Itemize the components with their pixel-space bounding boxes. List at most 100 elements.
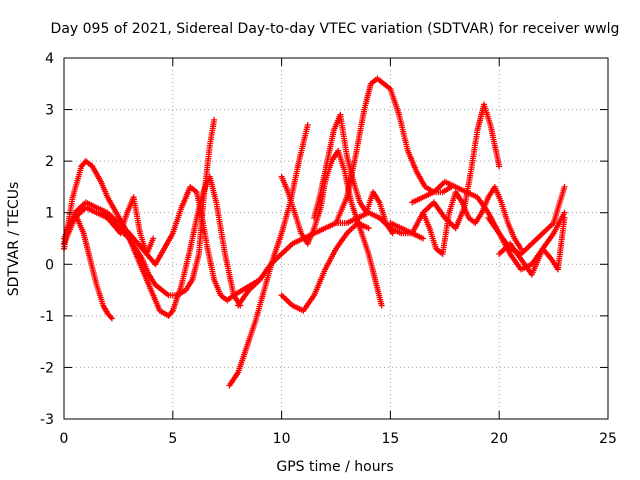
y-tick-label: 1 [45,206,54,222]
data-point-marker [82,199,98,210]
data-point-marker [550,185,567,226]
data-point-marker [496,163,503,170]
data-point-marker [404,147,419,173]
data-point-marker [152,281,164,292]
data-point-marker [100,209,114,225]
data-point-marker [285,189,297,214]
data-series-layer [61,75,568,389]
y-tick-label: 4 [45,51,54,67]
data-point-marker [126,235,138,251]
data-point-marker [350,178,363,204]
data-point-marker [398,225,414,236]
data-point-marker [467,129,481,175]
data-point-marker [269,232,284,263]
data-point-marker [380,80,392,91]
data-point-marker [198,209,211,250]
data-point-marker [485,214,501,235]
data-point-marker [322,247,338,273]
data-point-marker [189,253,202,283]
y-tick-label: 3 [45,103,54,119]
data-point-marker [356,225,371,255]
data-point-marker [337,111,350,157]
data-point-marker [539,221,555,237]
data-point-marker [452,189,465,204]
data-point-marker [433,245,444,256]
data-point-marker [481,101,493,126]
data-point-marker [98,178,110,199]
data-point-marker [511,235,523,251]
data-point-marker [69,165,84,201]
series-track-9 [278,220,372,314]
data-point-marker [300,293,316,314]
series-track-10 [311,111,396,237]
data-point-marker [206,173,219,204]
data-point-marker [193,189,204,214]
data-point-marker [178,185,193,211]
y-tick-label: -2 [40,360,54,376]
data-point-marker [387,220,403,231]
data-point-marker [372,276,385,307]
y-tick-label: -1 [40,309,54,325]
tick-labels: 0 5 10 15 20 25 -3 -2 -1 0 1 2 3 4 [40,51,617,447]
data-point-marker [174,288,188,299]
data-point-marker [117,211,130,237]
x-tick-label: 25 [599,431,617,447]
data-point-marker [439,211,452,257]
data-point-marker [204,245,217,281]
data-point-marker [169,206,184,237]
data-point-marker [71,206,88,221]
data-point-marker [439,185,453,196]
data-point-marker [217,292,229,303]
series-track-5 [100,194,157,257]
series-track-16 [496,209,568,278]
data-point-marker [82,158,94,168]
series-track-7 [235,209,426,309]
data-point-marker [374,75,386,86]
data-point-marker [82,204,98,215]
data-point-marker [278,201,293,237]
data-point-marker [148,287,162,312]
data-point-marker [132,245,145,261]
data-point-marker [420,209,432,230]
data-point-marker [222,251,237,297]
data-point-marker [430,199,447,220]
data-point-marker [387,85,402,116]
series-track-12 [387,101,503,237]
data-point-marker [104,310,114,321]
data-point-marker [367,76,379,87]
data-point-marker [235,345,250,376]
data-point-marker [396,111,411,152]
data-point-marker [343,221,360,237]
data-point-marker [333,196,349,226]
data-point-marker [352,108,367,159]
data-point-marker [561,209,568,216]
data-point-marker [311,206,324,232]
data-point-marker [296,124,311,165]
data-point-marker [278,173,291,194]
data-point-marker [426,225,439,250]
data-point-marker [333,232,349,252]
data-point-marker [235,288,251,309]
data-point-marker [420,235,426,242]
data-point-marker [518,242,534,257]
plot-frame [63,57,609,420]
data-point-marker [378,302,385,309]
series-track-4 [61,183,263,304]
data-point-marker [365,225,372,232]
data-point-marker [213,199,228,255]
data-point-marker [376,199,389,224]
data-point-marker [304,227,317,247]
data-point-marker [311,268,328,299]
series-track-11 [333,75,455,226]
data-point-marker [211,276,223,297]
x-axis-label: GPS time / hours [276,459,393,475]
data-point-marker [478,196,491,216]
data-point-marker [130,194,143,235]
data-point-marker [278,242,294,257]
data-point-marker [539,232,556,252]
data-point-marker [311,226,327,237]
data-point-marker [335,147,348,173]
data-point-marker [206,119,217,149]
data-point-marker [354,220,370,231]
